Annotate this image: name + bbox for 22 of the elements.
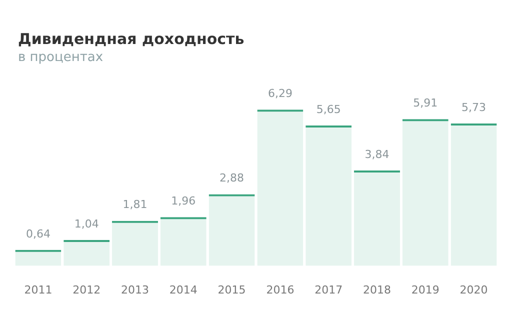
x-tick-label: 2017 bbox=[314, 283, 343, 296]
data-label: 2,88 bbox=[220, 172, 244, 185]
data-label: 6,29 bbox=[268, 86, 292, 100]
x-tick-label: 2013 bbox=[121, 283, 149, 296]
x-tick-label: 2020 bbox=[460, 283, 488, 296]
data-label: 0,64 bbox=[26, 227, 50, 240]
x-tick-label: 2012 bbox=[72, 283, 101, 296]
x-tick-label: 2018 bbox=[363, 283, 391, 296]
data-label: 5,91 bbox=[413, 96, 438, 110]
chart-subtitle: в процентах bbox=[18, 50, 104, 65]
x-tick-label: 2011 bbox=[24, 283, 52, 296]
data-label: 1,04 bbox=[74, 217, 99, 230]
data-label: 5,73 bbox=[462, 100, 486, 114]
x-tick-label: 2015 bbox=[218, 283, 246, 296]
chart-title: Дивидендная доходность bbox=[18, 30, 244, 48]
data-label: 5,65 bbox=[316, 102, 341, 116]
data-label: 1,96 bbox=[171, 194, 196, 208]
x-tick-label: 2019 bbox=[411, 283, 440, 296]
data-label: 3,84 bbox=[364, 148, 390, 161]
x-tick-label: 2014 bbox=[169, 283, 198, 296]
x-tick-label: 2016 bbox=[266, 283, 294, 296]
data-label: 1,81 bbox=[122, 198, 148, 212]
